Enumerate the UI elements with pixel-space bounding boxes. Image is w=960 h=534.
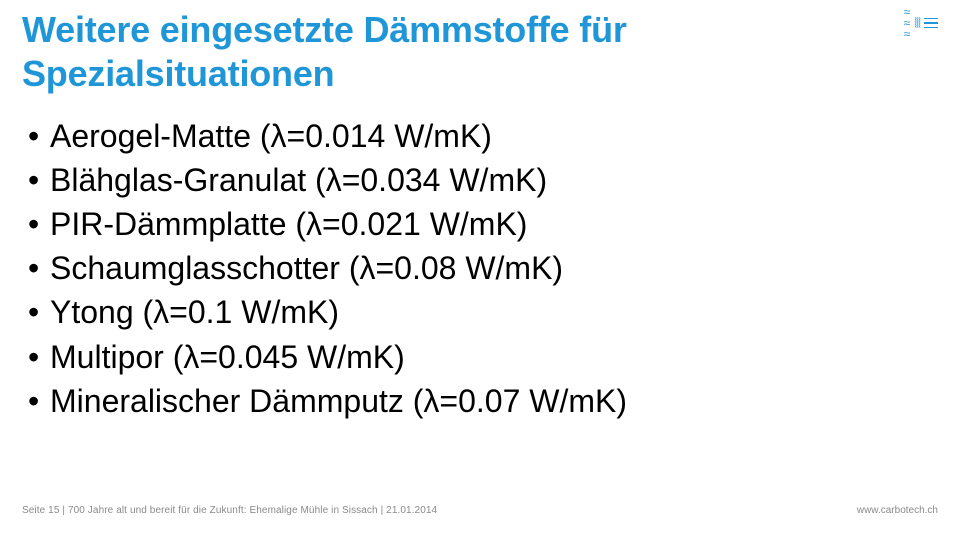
line-icon <box>924 27 938 29</box>
line-icon <box>924 18 938 20</box>
slide-container: ≈ ≈ ≈ ⦚⦚⦚ Weitere eingesetzte Dämmstoffe… <box>0 0 960 534</box>
footer-left: Seite 15 | 700 Jahre alt und bereit für … <box>22 505 437 516</box>
wave-icon: ≈ <box>904 30 911 38</box>
list-item: Ytong (λ=0.1 W/mK) <box>22 290 938 334</box>
logo-wave-column: ≈ ≈ ≈ <box>904 8 911 38</box>
list-item: PIR-Dämmplatte (λ=0.021 W/mK) <box>22 202 938 246</box>
footer-right: www.carbotech.ch <box>857 505 938 516</box>
logo-lines-column <box>924 18 938 29</box>
line-icon <box>924 22 938 24</box>
logo-steam-column: ⦚⦚⦚ <box>914 20 920 26</box>
bullet-list: Aerogel-Matte (λ=0.014 W/mK) Blähglas-Gr… <box>22 114 938 423</box>
title-line-1: Weitere eingesetzte Dämmstoffe für <box>22 9 627 50</box>
list-item: Multipor (λ=0.045 W/mK) <box>22 335 938 379</box>
bullet-text: Multipor (λ=0.045 W/mK) <box>50 339 405 375</box>
bullet-text: PIR-Dämmplatte (λ=0.021 W/mK) <box>50 206 527 242</box>
steam-icon: ⦚⦚⦚ <box>914 20 920 26</box>
wave-icon: ≈ <box>904 8 911 16</box>
list-item: Mineralischer Dämmputz (λ=0.07 W/mK) <box>22 379 938 423</box>
list-item: Blähglas-Granulat (λ=0.034 W/mK) <box>22 158 938 202</box>
company-logo-mark: ≈ ≈ ≈ ⦚⦚⦚ <box>888 8 938 38</box>
list-item: Schaumglasschotter (λ=0.08 W/mK) <box>22 246 938 290</box>
slide-title: Weitere eingesetzte Dämmstoffe für Spezi… <box>22 8 938 96</box>
bullet-text: Ytong (λ=0.1 W/mK) <box>50 294 339 330</box>
bullet-text: Mineralischer Dämmputz (λ=0.07 W/mK) <box>50 383 627 419</box>
wave-icon: ≈ <box>904 19 911 27</box>
bullet-text: Aerogel-Matte (λ=0.014 W/mK) <box>50 118 492 154</box>
title-line-2: Spezialsituationen <box>22 53 334 94</box>
bullet-text: Schaumglasschotter (λ=0.08 W/mK) <box>50 250 563 286</box>
list-item: Aerogel-Matte (λ=0.014 W/mK) <box>22 114 938 158</box>
bullet-text: Blähglas-Granulat (λ=0.034 W/mK) <box>50 162 547 198</box>
